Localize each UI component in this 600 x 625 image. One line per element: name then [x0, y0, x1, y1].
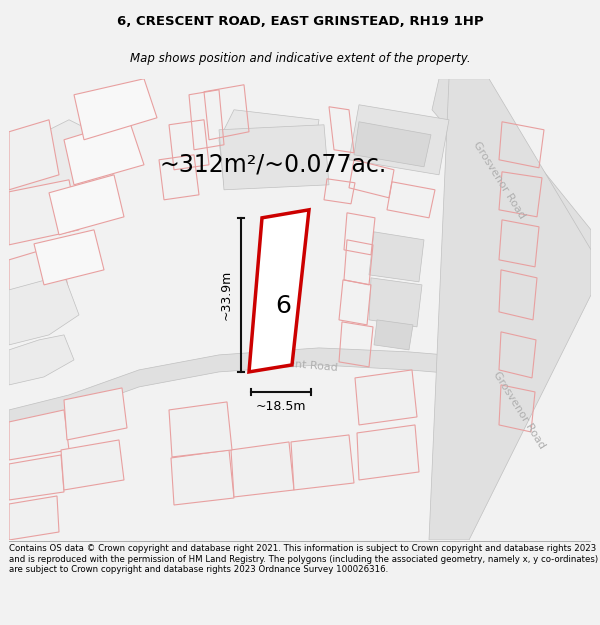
Polygon shape: [61, 440, 124, 490]
Polygon shape: [9, 245, 69, 305]
Text: Grosvenor Road: Grosvenor Road: [491, 369, 547, 451]
Polygon shape: [9, 120, 129, 240]
Polygon shape: [9, 180, 79, 245]
Polygon shape: [369, 232, 424, 282]
Text: ~33.9m: ~33.9m: [220, 270, 233, 320]
Polygon shape: [64, 388, 127, 440]
Polygon shape: [249, 210, 309, 372]
Polygon shape: [369, 278, 422, 327]
Polygon shape: [171, 450, 234, 505]
Polygon shape: [432, 79, 591, 265]
Polygon shape: [49, 175, 124, 235]
Polygon shape: [231, 442, 294, 497]
Text: 6: 6: [275, 294, 291, 318]
Polygon shape: [74, 79, 157, 140]
Polygon shape: [64, 120, 144, 185]
Polygon shape: [9, 455, 64, 500]
Text: 6, CRESCENT ROAD, EAST GRINSTEAD, RH19 1HP: 6, CRESCENT ROAD, EAST GRINSTEAD, RH19 1…: [116, 15, 484, 28]
Text: Map shows position and indicative extent of the property.: Map shows position and indicative extent…: [130, 52, 470, 64]
Polygon shape: [224, 165, 309, 185]
Polygon shape: [355, 370, 417, 425]
Text: Contains OS data © Crown copyright and database right 2021. This information is : Contains OS data © Crown copyright and d…: [9, 544, 598, 574]
Text: Crescent Road: Crescent Road: [257, 356, 338, 373]
Text: ~18.5m: ~18.5m: [256, 400, 306, 413]
Text: ~312m²/~0.077ac.: ~312m²/~0.077ac.: [159, 152, 386, 177]
Polygon shape: [219, 110, 319, 185]
Polygon shape: [291, 435, 354, 490]
Polygon shape: [349, 105, 449, 175]
Polygon shape: [9, 410, 69, 460]
Polygon shape: [9, 348, 469, 427]
Polygon shape: [354, 122, 431, 167]
Polygon shape: [9, 120, 59, 190]
Polygon shape: [429, 79, 591, 540]
Polygon shape: [34, 230, 104, 285]
Polygon shape: [9, 335, 74, 385]
Polygon shape: [374, 320, 413, 350]
Polygon shape: [169, 402, 232, 457]
Polygon shape: [9, 496, 59, 540]
Text: Grosvenor Road: Grosvenor Road: [471, 139, 527, 220]
Polygon shape: [9, 275, 79, 345]
Polygon shape: [219, 125, 329, 190]
Polygon shape: [357, 425, 419, 480]
